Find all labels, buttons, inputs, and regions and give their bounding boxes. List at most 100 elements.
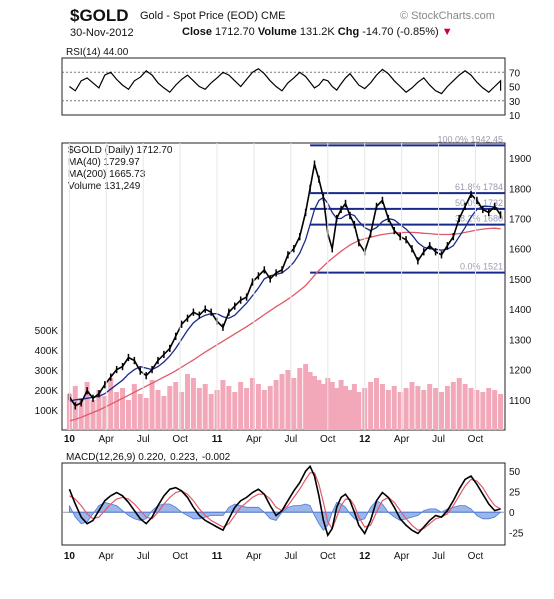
price-tick-label: 1200 xyxy=(509,366,532,377)
macd-x-label: 11 xyxy=(212,551,223,562)
close-label: Close xyxy=(182,26,212,38)
volume-bar xyxy=(102,396,108,430)
volume-bar xyxy=(202,384,208,430)
macd-x-label: Jul xyxy=(137,551,150,562)
volume-bar xyxy=(297,368,303,430)
volume-bar xyxy=(379,384,385,430)
volume-bar xyxy=(320,384,326,430)
macd-histogram xyxy=(69,500,502,531)
volume-bar xyxy=(78,398,84,430)
volume-bar xyxy=(90,400,96,430)
macd-legend-entry: MACD(12,26,9) 0.220, xyxy=(66,452,166,463)
macd-x-label: Oct xyxy=(468,551,484,562)
rsi-tick-label: 30 xyxy=(509,97,521,108)
macd-tick-label: -25 xyxy=(509,529,524,540)
price-legend-entry: Volume 131,249 xyxy=(68,181,141,192)
ma40-line xyxy=(69,196,501,402)
price-x-label: Jul xyxy=(432,434,445,445)
volume-bar xyxy=(450,382,456,430)
volume-label: Volume xyxy=(257,26,297,38)
price-tick-label: 1600 xyxy=(509,245,532,256)
macd-x-label: 12 xyxy=(359,551,371,562)
price-tick-label: 1500 xyxy=(509,275,532,286)
macd-x-label: Apr xyxy=(394,551,410,562)
volume-bar xyxy=(220,380,226,430)
volume-bar xyxy=(374,378,380,430)
volume-bar xyxy=(196,388,202,430)
ma200-line xyxy=(69,227,501,422)
symbol-title: $GOLD xyxy=(70,6,129,25)
volume-bar xyxy=(351,384,357,430)
volume-bar xyxy=(439,392,445,430)
volume-bar xyxy=(427,384,433,430)
price-x-label: Jul xyxy=(137,434,150,445)
quote-summary: Close 1712.70 Volume 131.2K Chg -14.70 (… xyxy=(182,26,453,38)
macd-x-label: Oct xyxy=(320,551,336,562)
volume-bar xyxy=(307,372,313,430)
volume-bar xyxy=(356,392,362,430)
volume-bar xyxy=(131,384,137,430)
volume-bar xyxy=(385,390,391,430)
macd-legend-entry: 0.223, xyxy=(170,452,198,463)
volume-bar xyxy=(312,376,318,430)
volume-bar xyxy=(368,382,374,430)
volume-bar xyxy=(226,386,232,430)
rsi-line xyxy=(69,67,502,95)
price-x-label: 11 xyxy=(212,434,223,445)
price-legend-entry: MA(40) 1729.97 xyxy=(68,157,140,168)
volume-tick-label: 100K xyxy=(35,406,59,417)
price-x-label: Oct xyxy=(468,434,484,445)
down-arrow-icon: ▼ xyxy=(441,26,453,38)
volume-bar xyxy=(462,384,468,430)
price-x-label: Jul xyxy=(284,434,297,445)
volume-bar xyxy=(474,390,480,430)
macd-x-label: Jul xyxy=(432,551,445,562)
volume-bar xyxy=(173,382,179,430)
volume-bar xyxy=(397,392,403,430)
price-x-label: 10 xyxy=(64,434,76,445)
chg-value: -14.70 (-0.85%) xyxy=(362,26,439,38)
price-tick-label: 1800 xyxy=(509,184,532,195)
volume-bar xyxy=(273,380,279,430)
volume-bar xyxy=(208,394,214,430)
volume-bar xyxy=(480,392,486,430)
fibonacci-label: 100.0% 1942.45 xyxy=(437,134,503,144)
fibonacci-label: 0.0% 1521 xyxy=(460,262,503,272)
volume-bar xyxy=(143,398,149,430)
volume-bar xyxy=(391,386,397,430)
rsi-legend: RSI(14) 44.00 xyxy=(66,47,129,58)
macd-panel xyxy=(61,462,506,546)
volume-bar xyxy=(155,390,161,430)
fibonacci-label: 61.8% 1784 xyxy=(455,182,503,192)
price-x-label: Apr xyxy=(99,434,115,445)
volume-bar xyxy=(261,390,267,430)
volume-bar xyxy=(267,386,273,430)
volume-bar xyxy=(343,386,349,430)
price-x-label: Apr xyxy=(246,434,262,445)
volume-bar xyxy=(334,388,340,430)
volume-bar xyxy=(444,386,450,430)
volume-bar xyxy=(347,390,353,430)
macd-line xyxy=(68,464,501,538)
volume-value: 131.2K xyxy=(299,26,335,38)
volume-tick-label: 400K xyxy=(35,346,59,357)
volume-bar xyxy=(137,394,143,430)
volume-bar xyxy=(161,396,167,430)
volume-bar xyxy=(421,390,427,430)
price-x-label: Apr xyxy=(394,434,410,445)
symbol-description: Gold - Spot Price (EOD) CME xyxy=(140,10,286,22)
macd-tick-label: 25 xyxy=(509,488,521,499)
price-x-label: 12 xyxy=(359,434,371,445)
volume-bar xyxy=(409,382,415,430)
chg-label: Chg xyxy=(337,26,360,38)
volume-bar xyxy=(291,378,297,430)
macd-x-label: Apr xyxy=(99,551,115,562)
volume-bar xyxy=(303,364,309,430)
volume-bar xyxy=(232,392,238,430)
volume-bar xyxy=(415,386,421,430)
rsi-tick-label: 50 xyxy=(509,83,521,94)
volume-bar xyxy=(456,378,462,430)
volume-bar xyxy=(179,392,185,430)
price-legend-entry: $GOLD (Daily) 1712.70 xyxy=(68,145,173,156)
volume-tick-label: 200K xyxy=(35,386,59,397)
